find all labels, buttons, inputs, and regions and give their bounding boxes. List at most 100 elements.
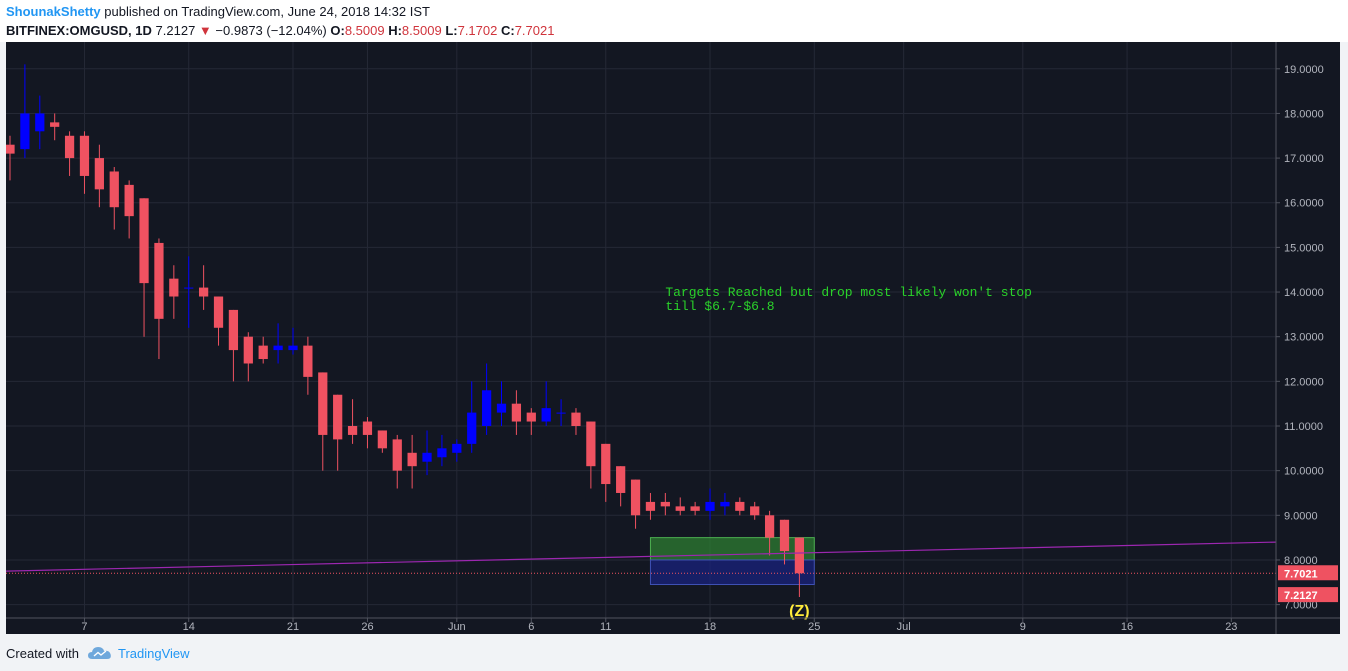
y-tick-label: 12.0000 bbox=[1284, 376, 1324, 388]
candle-body bbox=[735, 501, 745, 511]
candle-body bbox=[79, 135, 90, 176]
candle-body bbox=[347, 426, 358, 435]
y-tick-label: 16.0000 bbox=[1284, 198, 1324, 210]
x-tick-label: 23 bbox=[1225, 621, 1237, 633]
y-tick-label: 15.0000 bbox=[1284, 242, 1324, 254]
y-tick-label: 18.0000 bbox=[1284, 108, 1324, 120]
candle-body bbox=[660, 501, 670, 507]
candle-body bbox=[675, 506, 685, 511]
y-tick-label: 19.0000 bbox=[1284, 64, 1324, 76]
x-tick-label: Jun bbox=[448, 621, 466, 633]
candle-body bbox=[362, 421, 373, 435]
close-value: 7.7021 bbox=[514, 23, 555, 38]
x-tick-label: 25 bbox=[808, 621, 820, 633]
candle-body bbox=[64, 135, 75, 159]
author-link[interactable]: ShounakShetty bbox=[6, 4, 101, 19]
x-tick-label: 16 bbox=[1121, 621, 1133, 633]
candle-body bbox=[184, 287, 194, 289]
candle-body bbox=[526, 412, 536, 422]
y-tick-label: 17.0000 bbox=[1284, 153, 1324, 165]
candle-body bbox=[35, 113, 45, 132]
created-with-text: Created with bbox=[6, 646, 79, 661]
candle-body bbox=[139, 198, 149, 284]
x-tick-label: 26 bbox=[361, 621, 373, 633]
candlestick-chart[interactable]: Targets Reached but drop most likely won… bbox=[6, 42, 1340, 634]
x-tick-label: 14 bbox=[183, 621, 195, 633]
candles bbox=[6, 64, 805, 598]
candle-body bbox=[303, 345, 313, 377]
candle-body bbox=[422, 452, 432, 462]
tradingview-link[interactable]: TradingView bbox=[118, 646, 190, 661]
tradingview-cloud-icon bbox=[88, 647, 111, 659]
y-tick-label: 11.0000 bbox=[1284, 421, 1323, 433]
candle-body bbox=[794, 537, 805, 574]
candle-body bbox=[407, 452, 417, 467]
wave-label: (Z) bbox=[789, 603, 809, 620]
chart-area[interactable]: Targets Reached but drop most likely won… bbox=[6, 42, 1340, 634]
candle-body bbox=[258, 345, 268, 360]
candle-body bbox=[333, 394, 343, 440]
candle-body bbox=[586, 421, 596, 467]
candle-body bbox=[228, 309, 239, 351]
candle-body bbox=[94, 158, 104, 190]
candle-body bbox=[213, 296, 224, 328]
price-label-box bbox=[1278, 565, 1338, 581]
candle-body bbox=[496, 403, 507, 413]
y-tick-label: 9.0000 bbox=[1284, 510, 1318, 522]
down-arrow-icon: ▼ bbox=[198, 23, 212, 38]
close-label: C: bbox=[500, 23, 515, 38]
price-change: −0.9873 (−12.04%) bbox=[215, 23, 327, 38]
price-zone bbox=[649, 537, 815, 561]
y-tick-label: 7.0000 bbox=[1284, 600, 1318, 612]
candle-body bbox=[511, 403, 522, 422]
high-label: H: bbox=[388, 23, 402, 38]
candle-body bbox=[630, 479, 641, 516]
candle-body bbox=[452, 443, 462, 453]
candle-body bbox=[20, 113, 30, 150]
open-label: O: bbox=[330, 23, 345, 38]
annotation-line: Targets Reached but drop most likely won… bbox=[665, 285, 1032, 300]
chart-annotations: Targets Reached but drop most likely won… bbox=[665, 285, 1032, 620]
published-text: published on TradingView.com, June 24, 2… bbox=[104, 4, 430, 19]
price-axis[interactable]: 19.0000 18.0000 17.0000 16.0000 15.0000 14.00… bbox=[1275, 42, 1338, 634]
y-tick-label: 10.0000 bbox=[1284, 466, 1324, 478]
candle-body bbox=[601, 443, 611, 485]
price-label-text: 7.7021 bbox=[1284, 568, 1318, 580]
trendline bbox=[6, 541, 1277, 572]
candle-body bbox=[169, 278, 179, 297]
y-tick-label: 14.0000 bbox=[1284, 287, 1324, 299]
candle-body bbox=[437, 448, 447, 458]
candle-body bbox=[243, 336, 253, 364]
price-zones bbox=[649, 537, 815, 586]
candle-body bbox=[154, 242, 164, 319]
x-tick-label: 9 bbox=[1020, 621, 1026, 633]
candle-body bbox=[764, 515, 775, 538]
high-value: 8.5009 bbox=[401, 23, 442, 38]
open-value: 8.5009 bbox=[344, 23, 385, 38]
candle-body bbox=[705, 501, 715, 511]
candle-body bbox=[720, 501, 730, 507]
candle-body bbox=[467, 412, 477, 444]
candle-body bbox=[541, 408, 551, 422]
candle-body bbox=[273, 345, 283, 351]
price-zone bbox=[649, 559, 815, 586]
candle-body bbox=[690, 506, 700, 511]
time-axis[interactable]: 7 14 21 26 Jun 6 11 18 25 Jul 9 16 23 bbox=[6, 617, 1340, 633]
candle-body bbox=[50, 122, 60, 127]
symbol-legend: BITFINEX:OMGUSD, 1D 7.2127 ▼ −0.9873 (−1… bbox=[6, 23, 554, 38]
candle-body bbox=[556, 412, 566, 414]
candle-body bbox=[109, 171, 119, 208]
publish-header: ShounakShetty published on TradingView.c… bbox=[0, 0, 1348, 42]
last-price: 7.2127 bbox=[155, 23, 196, 38]
candle-body bbox=[392, 439, 402, 471]
candle-body bbox=[571, 412, 581, 426]
y-tick-label: 8.0000 bbox=[1284, 555, 1318, 567]
candle-body bbox=[750, 506, 760, 516]
price-label-box bbox=[1278, 587, 1338, 603]
publish-line: ShounakShetty published on TradingView.c… bbox=[6, 4, 430, 19]
candle-body bbox=[199, 287, 209, 297]
x-tick-label: 18 bbox=[704, 621, 716, 633]
footer: Created with TradingView bbox=[0, 634, 1348, 671]
low-value: 7.1702 bbox=[457, 23, 498, 38]
x-tick-label: Jul bbox=[897, 621, 911, 633]
